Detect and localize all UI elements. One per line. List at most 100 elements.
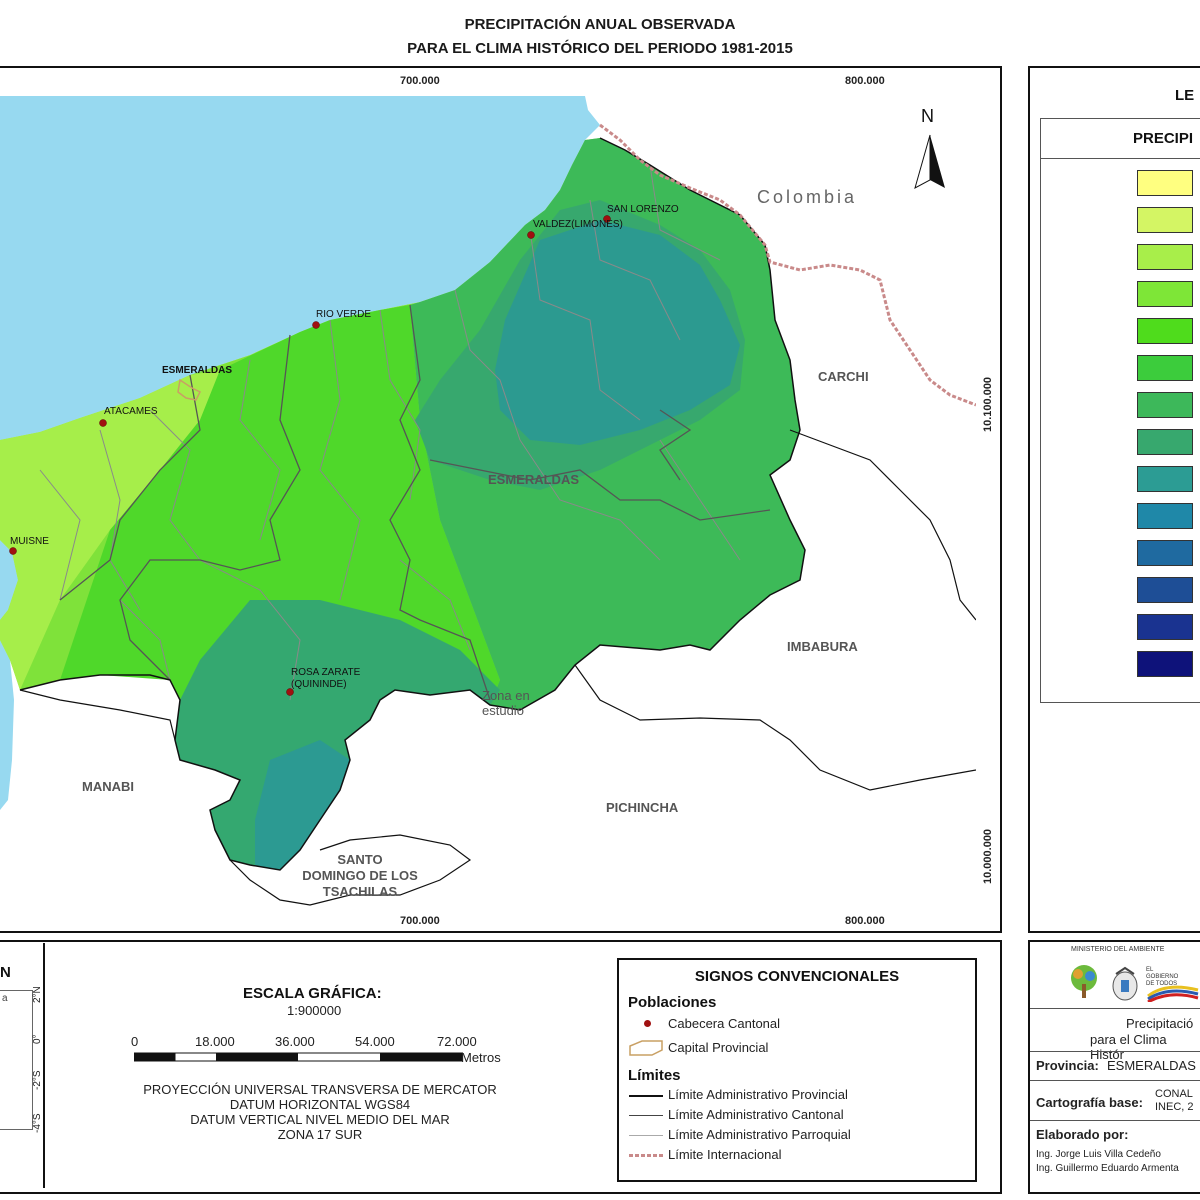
province-label-manabi: MANABI xyxy=(82,779,134,794)
zona-estudio-label: Zona en estudio xyxy=(482,688,530,718)
ministry-logo-icon xyxy=(1071,965,1097,998)
info-divider-3 xyxy=(1030,1080,1200,1081)
town-label-muisne: MUISNE xyxy=(10,536,49,547)
town-markers xyxy=(9,215,611,696)
town-label-san-lorenzo: SAN LORENZO xyxy=(607,204,679,215)
limite-cantonal-line xyxy=(629,1115,663,1116)
grid-x-label-top-700: 700.000 xyxy=(400,75,440,87)
provincia-value: ESMERALDAS xyxy=(1107,1058,1196,1073)
cartografia-value1: CONAL xyxy=(1155,1088,1193,1100)
map-title-line2: PARA EL CLIMA HISTÓRICO DEL PERIODO 1981… xyxy=(407,40,793,57)
scale-title: ESCALA GRÁFICA: xyxy=(243,985,382,1002)
town-label-atacames: ATACAMES xyxy=(104,406,158,417)
north-arrow-icon xyxy=(914,134,945,189)
cabecera-label: Cabecera Cantonal xyxy=(668,1016,781,1031)
info-frame xyxy=(1028,940,1200,1194)
limite-provincial-line xyxy=(629,1095,663,1097)
scale-ratio: 1:900000 xyxy=(287,1003,342,1018)
inset-country-fragment: a xyxy=(2,993,8,1004)
author-1: Ing. Jorge Luis Villa Cedeño xyxy=(1036,1149,1161,1160)
inset-divider xyxy=(43,943,45,1188)
scale-tick-18000: 18.000 xyxy=(195,1034,235,1049)
bottom-frame xyxy=(0,940,1002,1194)
legend-divider xyxy=(1040,158,1200,159)
province-label-pichincha: PICHINCHA xyxy=(606,800,679,815)
inset-lat-4s: -4°S xyxy=(32,1113,43,1133)
legend-swatch xyxy=(1137,392,1193,418)
inset-lat-2s: -2°S xyxy=(32,1070,43,1090)
scale-tick-72000: 72.000 xyxy=(437,1034,477,1049)
projection-info: PROYECCIÓN UNIVERSAL TRANSVERSA DE MERCA… xyxy=(143,1082,497,1142)
inset-title: N xyxy=(0,964,11,981)
limite-internacional-label: Límite Internacional xyxy=(668,1147,782,1162)
legend-swatch xyxy=(1137,244,1193,270)
signos-title: SIGNOS CONVENCIONALES xyxy=(694,968,900,985)
inset-lat-2n: 2°N xyxy=(32,986,43,1003)
info-divider-4 xyxy=(1030,1120,1200,1121)
town-dot-atacames xyxy=(99,419,107,427)
legend-swatch xyxy=(1137,614,1193,640)
limite-internacional-line xyxy=(629,1154,663,1157)
legend-swatch xyxy=(1137,466,1193,492)
province-label-imbabura: IMBABURA xyxy=(787,639,858,654)
inset-lat-0: 0° xyxy=(32,1034,43,1044)
limite-parroquial-label: Límite Administrativo Parroquial xyxy=(668,1127,851,1142)
capital-symbol-icon xyxy=(629,1040,663,1056)
gobierno-text: EL GOBIERNO DE TODOS xyxy=(1146,967,1179,987)
legend-swatch xyxy=(1137,540,1193,566)
town-label-valdez: VALDEZ(LIMONES) xyxy=(533,219,623,230)
coastal-water-south xyxy=(0,640,14,810)
province-label-carchi: CARCHI xyxy=(818,369,869,384)
limites-heading: Límites xyxy=(628,1067,681,1084)
capital-marker xyxy=(177,378,202,401)
town-label-quininde: (QUININDE) xyxy=(291,679,347,690)
precipitation-map xyxy=(0,96,976,911)
limite-cantonal-label: Límite Administrativo Cantonal xyxy=(668,1107,844,1122)
province-label-santo-domingo: SANTO DOMINGO DE LOS TSACHILAS xyxy=(302,852,418,899)
info-divider-2 xyxy=(1030,1051,1200,1052)
inset-map xyxy=(0,990,33,1130)
legend-swatch xyxy=(1137,207,1193,233)
scale-unit: Metros xyxy=(461,1050,501,1065)
legend-swatch xyxy=(1137,429,1193,455)
scale-tick-0: 0 xyxy=(131,1034,139,1049)
legend-box xyxy=(1040,118,1200,703)
capital-label: ESMERALDAS xyxy=(162,365,233,376)
limite-parroquial-line xyxy=(629,1135,663,1136)
scale-bar xyxy=(134,1052,463,1062)
gobierno-logo-icon xyxy=(1147,985,1199,1002)
international-border xyxy=(599,123,976,407)
map-frame xyxy=(0,66,1002,933)
info-divider-1 xyxy=(1030,1008,1200,1009)
ecuador-coat-of-arms-icon xyxy=(1112,966,1138,1001)
signos-box xyxy=(617,958,977,1182)
legend-swatch xyxy=(1137,281,1193,307)
capital-label: Capital Provincial xyxy=(668,1040,769,1055)
legend-subtitle: PRECIPI xyxy=(1133,130,1194,147)
town-dot-muisne xyxy=(9,547,17,555)
cabecera-dot-icon xyxy=(644,1020,651,1027)
elaborado-label: Elaborado por: xyxy=(1036,1127,1129,1142)
legend-swatch xyxy=(1137,355,1193,381)
scale-tick-54000: 54.000 xyxy=(355,1034,395,1049)
grid-y-label-10100000: 10.100.000 xyxy=(982,376,994,432)
north-label: N xyxy=(921,106,934,126)
legend-swatch xyxy=(1137,577,1193,603)
limite-provincial-label: Límite Administrativo Provincial xyxy=(668,1087,848,1102)
scale-tick-36000: 36.000 xyxy=(275,1034,315,1049)
provincial-boundary xyxy=(19,137,806,871)
canton-boundaries xyxy=(59,304,771,701)
info-desc-line2: para el Clima Histór xyxy=(1090,1032,1167,1062)
pacific-ocean xyxy=(0,96,600,440)
provincia-label: Provincia: xyxy=(1036,1058,1099,1073)
cartografia-label: Cartografía base: xyxy=(1036,1095,1143,1110)
legend-swatches xyxy=(1137,170,1193,677)
town-label-rosa-zarate: ROSA ZARATE xyxy=(291,667,361,678)
author-2: Ing. Guillermo Eduardo Armenta xyxy=(1036,1163,1179,1174)
town-dot-san-lorenzo xyxy=(603,215,611,223)
cartografia-value2: INEC, 2 xyxy=(1155,1101,1194,1113)
precip-zone-south-wet xyxy=(255,740,350,870)
town-label-rio-verde: RIO VERDE xyxy=(316,309,372,320)
province-label-esmeraldas: ESMERALDAS xyxy=(488,472,580,487)
grid-x-label-bottom-800: 800.000 xyxy=(845,915,885,927)
